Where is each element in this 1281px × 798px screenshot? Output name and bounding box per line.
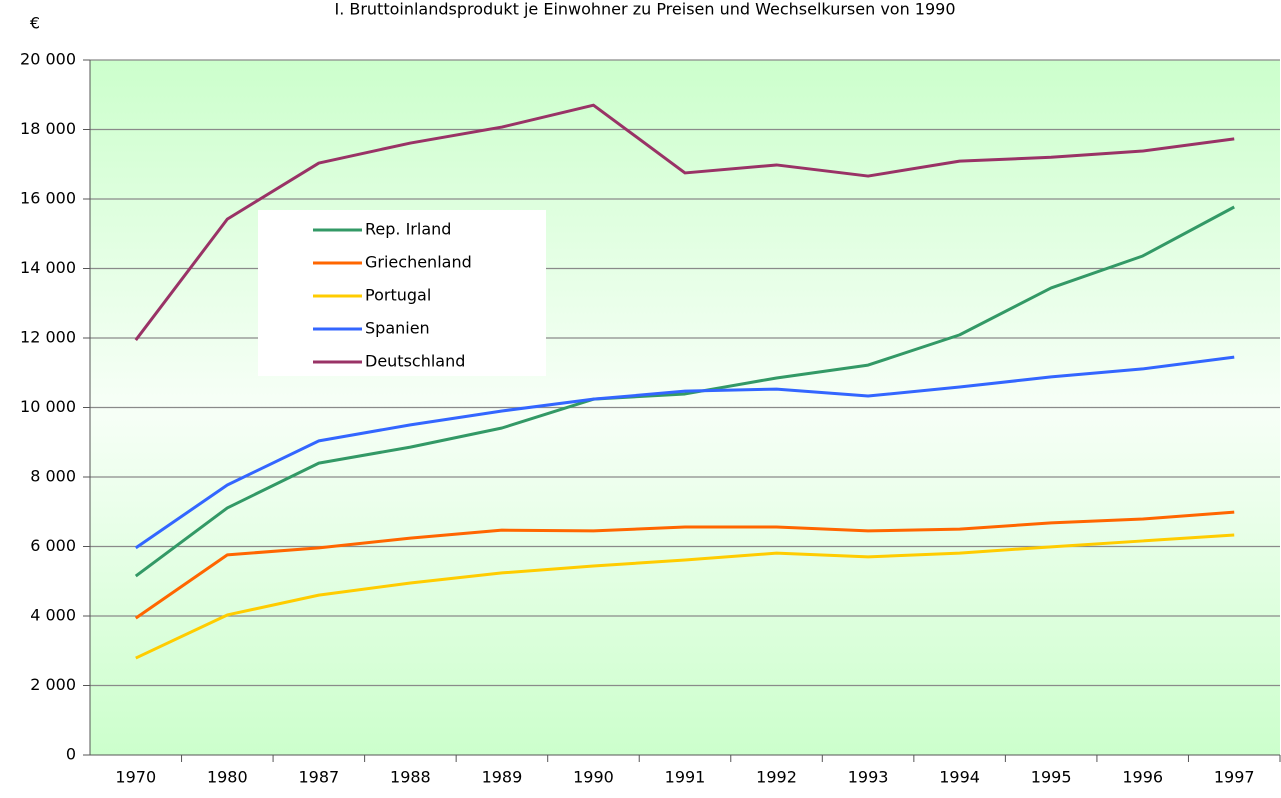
- y-tick-label: 12 000: [20, 328, 76, 347]
- legend-label: Rep. Irland: [365, 220, 451, 239]
- x-tick-label: 1990: [573, 768, 614, 787]
- y-tick-label: 20 000: [20, 50, 76, 69]
- x-tick-label: 1996: [1122, 768, 1163, 787]
- x-tick-label: 1997: [1214, 768, 1255, 787]
- y-tick-label: 6 000: [30, 536, 76, 555]
- x-tick-label: 1993: [848, 768, 889, 787]
- legend-label: Deutschland: [365, 352, 465, 371]
- line: [134, 510, 1235, 620]
- y-tick-label: 18 000: [20, 119, 76, 138]
- x-tick-label: 1980: [207, 768, 248, 787]
- x-tick-label: 1970: [115, 768, 156, 787]
- x-tick-label: 1988: [390, 768, 431, 787]
- x-tick-label: 1994: [939, 768, 980, 787]
- y-tick-label: 8 000: [30, 467, 76, 486]
- y-tick-label: 2 000: [30, 675, 76, 694]
- legend-label: Portugal: [365, 286, 431, 305]
- y-tick-label: 4 000: [30, 606, 76, 625]
- x-tick-label: 1991: [665, 768, 706, 787]
- y-tick-label: 0: [66, 745, 76, 764]
- legend-label: Griechenland: [365, 253, 472, 272]
- line: [134, 355, 1235, 550]
- x-tick-label: 1989: [482, 768, 523, 787]
- y-tick-label: 10 000: [20, 397, 76, 416]
- legend-box: [258, 210, 546, 376]
- line: [135, 533, 1235, 660]
- x-tick-label: 1992: [756, 768, 797, 787]
- y-axis-label: €: [30, 14, 40, 33]
- line: [134, 103, 1235, 341]
- line: [134, 205, 1235, 578]
- x-tick-label: 1987: [298, 768, 339, 787]
- y-tick-label: 16 000: [20, 189, 76, 208]
- chart-title: I. Bruttoinlandsprodukt je Einwohner zu …: [334, 0, 955, 19]
- y-tick-label: 14 000: [20, 258, 76, 277]
- legend-label: Spanien: [365, 319, 430, 338]
- x-tick-label: 1995: [1031, 768, 1072, 787]
